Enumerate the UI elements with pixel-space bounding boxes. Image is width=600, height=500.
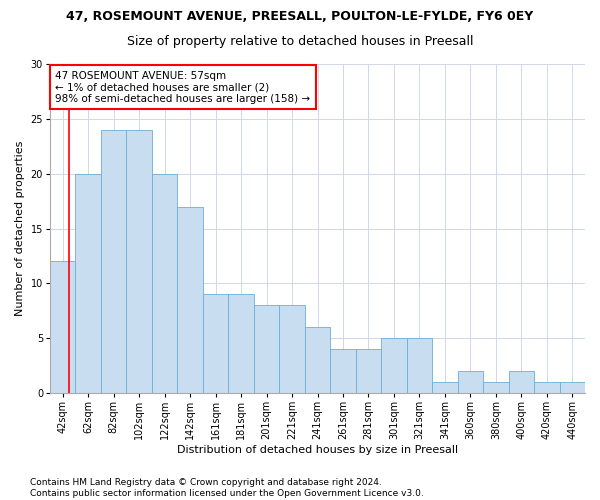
Bar	[432, 382, 458, 393]
Bar	[203, 294, 229, 393]
Text: 47 ROSEMOUNT AVENUE: 57sqm
← 1% of detached houses are smaller (2)
98% of semi-d: 47 ROSEMOUNT AVENUE: 57sqm ← 1% of detac…	[55, 70, 310, 104]
Y-axis label: Number of detached properties: Number of detached properties	[15, 141, 25, 316]
Bar	[254, 306, 279, 393]
Bar	[560, 382, 585, 393]
Bar	[458, 371, 483, 393]
Text: 47, ROSEMOUNT AVENUE, PREESALL, POULTON-LE-FYLDE, FY6 0EY: 47, ROSEMOUNT AVENUE, PREESALL, POULTON-…	[67, 10, 533, 23]
Bar	[381, 338, 407, 393]
Bar	[305, 328, 330, 393]
Bar	[178, 206, 203, 393]
Bar	[50, 262, 76, 393]
Bar	[279, 306, 305, 393]
Bar	[127, 130, 152, 393]
Bar	[534, 382, 560, 393]
Bar	[356, 349, 381, 393]
Bar	[229, 294, 254, 393]
Text: Contains HM Land Registry data © Crown copyright and database right 2024.
Contai: Contains HM Land Registry data © Crown c…	[30, 478, 424, 498]
Bar	[101, 130, 127, 393]
Bar	[330, 349, 356, 393]
Bar	[76, 174, 101, 393]
Text: Size of property relative to detached houses in Preesall: Size of property relative to detached ho…	[127, 35, 473, 48]
Bar	[509, 371, 534, 393]
Bar	[483, 382, 509, 393]
Bar	[407, 338, 432, 393]
Bar	[152, 174, 178, 393]
X-axis label: Distribution of detached houses by size in Preesall: Distribution of detached houses by size …	[177, 445, 458, 455]
